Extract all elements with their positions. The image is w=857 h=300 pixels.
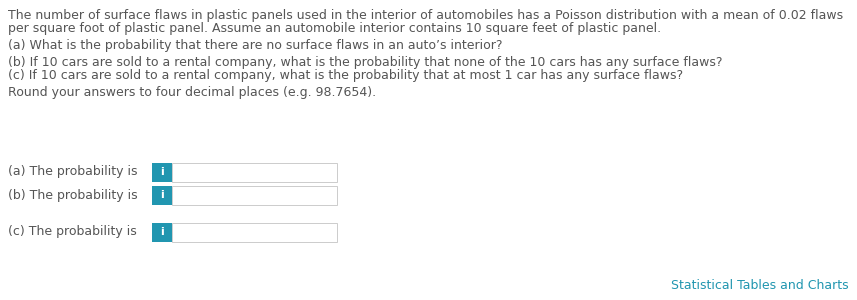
Text: (b) The probability is: (b) The probability is: [8, 188, 138, 202]
Text: (a) What is the probability that there are no surface flaws in an auto’s interio: (a) What is the probability that there a…: [8, 39, 502, 52]
Text: (b) If 10 cars are sold to a rental company, what is the probability that none o: (b) If 10 cars are sold to a rental comp…: [8, 56, 722, 69]
FancyBboxPatch shape: [172, 223, 337, 242]
Text: per square foot of plastic panel. Assume an automobile interior contains 10 squa: per square foot of plastic panel. Assume…: [8, 22, 661, 35]
Text: Statistical Tables and Charts: Statistical Tables and Charts: [671, 279, 849, 292]
FancyBboxPatch shape: [152, 223, 172, 242]
FancyBboxPatch shape: [152, 163, 172, 182]
Text: The number of surface flaws in plastic panels used in the interior of automobile: The number of surface flaws in plastic p…: [8, 9, 843, 22]
Text: (c) The probability is: (c) The probability is: [8, 226, 137, 238]
Text: i: i: [160, 167, 164, 177]
Text: (a) The probability is: (a) The probability is: [8, 166, 137, 178]
Text: (c) If 10 cars are sold to a rental company, what is the probability that at mos: (c) If 10 cars are sold to a rental comp…: [8, 69, 683, 82]
FancyBboxPatch shape: [152, 185, 172, 205]
Text: Round your answers to four decimal places (e.g. 98.7654).: Round your answers to four decimal place…: [8, 86, 376, 99]
FancyBboxPatch shape: [172, 163, 337, 182]
Text: i: i: [160, 227, 164, 237]
FancyBboxPatch shape: [172, 185, 337, 205]
Text: i: i: [160, 190, 164, 200]
